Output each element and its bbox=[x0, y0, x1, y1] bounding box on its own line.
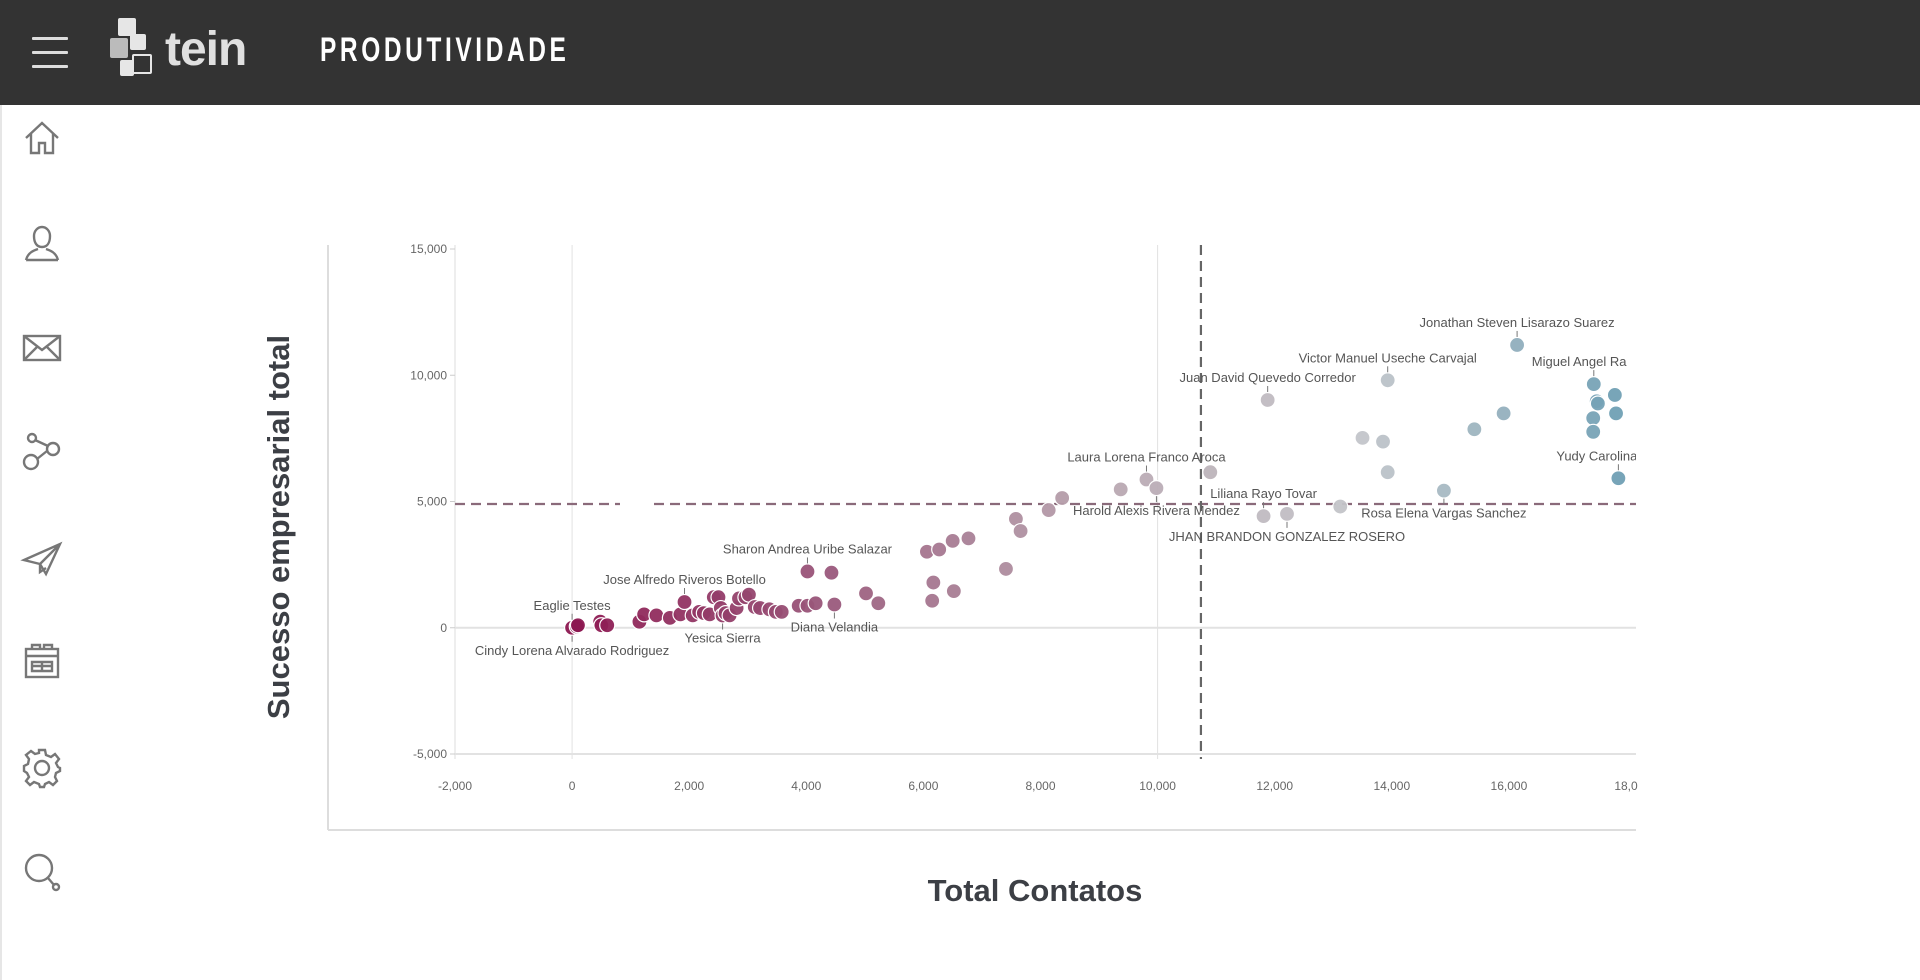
data-point bbox=[1379, 372, 1396, 389]
data-point bbox=[1040, 501, 1057, 519]
x-tick-label: 14,000 bbox=[1373, 779, 1410, 793]
data-point bbox=[1508, 336, 1526, 354]
x-tick-label: 12,000 bbox=[1256, 779, 1293, 793]
x-tick-label: 8,000 bbox=[1025, 779, 1055, 793]
share-nodes-icon[interactable] bbox=[20, 430, 64, 474]
data-point bbox=[1585, 375, 1602, 393]
x-tick-label: 4,000 bbox=[791, 779, 821, 793]
x-tick-label: -2,000 bbox=[438, 779, 472, 793]
data-point bbox=[1495, 405, 1512, 422]
data-point bbox=[924, 592, 941, 609]
gear-icon[interactable] bbox=[20, 746, 64, 790]
data-point bbox=[1259, 391, 1276, 409]
top-bar: tein PRODUTIVIDADE bbox=[0, 0, 1920, 105]
point-label: Sharon Andrea Uribe Salazar bbox=[723, 541, 893, 556]
data-point bbox=[823, 564, 840, 581]
point-label: Miguel Angel Ra bbox=[1532, 354, 1627, 369]
point-label: Juan David Quevedo Corredor bbox=[1180, 370, 1357, 385]
paper-plane-icon[interactable] bbox=[20, 536, 64, 580]
logo-text: tein bbox=[165, 23, 247, 76]
data-point bbox=[1607, 405, 1625, 422]
data-point bbox=[676, 593, 693, 611]
data-point bbox=[1466, 421, 1483, 438]
data-point bbox=[648, 607, 665, 624]
data-point bbox=[1610, 470, 1627, 487]
point-label: Eaglie Testes bbox=[534, 598, 612, 613]
data-point bbox=[870, 595, 887, 612]
data-point bbox=[960, 530, 977, 547]
data-point bbox=[1374, 433, 1392, 450]
x-axis-title: Total Contatos bbox=[927, 873, 1143, 908]
data-point bbox=[945, 583, 962, 600]
x-tick-label: 6,000 bbox=[908, 779, 938, 793]
x-tick-label: 0 bbox=[569, 779, 576, 793]
sidebar bbox=[0, 105, 6, 980]
y-axis-title: Sucesso empresarial total bbox=[261, 334, 296, 720]
point-label: Jonathan Steven Lisarazo Suarez bbox=[1420, 315, 1615, 330]
data-point bbox=[826, 596, 843, 613]
point-label: Cindy Lorena Alvarado Rodriguez bbox=[475, 643, 669, 658]
y-tick-label: 5,000 bbox=[417, 495, 447, 509]
point-label: Laura Lorena Franco Aroca bbox=[1067, 450, 1226, 465]
data-point bbox=[857, 585, 875, 602]
data-point bbox=[925, 574, 942, 591]
y-tick-label: 0 bbox=[440, 621, 447, 635]
points-layer bbox=[563, 336, 1627, 636]
data-point bbox=[1332, 498, 1349, 515]
x-tick-label: 2,000 bbox=[674, 779, 704, 793]
envelope-icon[interactable] bbox=[20, 326, 64, 370]
data-point bbox=[1354, 429, 1371, 446]
page-title: PRODUTIVIDADE bbox=[320, 31, 570, 69]
point-label: JHAN BRANDON GONZALEZ ROSERO bbox=[1169, 529, 1405, 544]
logo: tein bbox=[108, 16, 258, 80]
data-point bbox=[599, 617, 616, 634]
data-point bbox=[1585, 410, 1602, 427]
data-point bbox=[1202, 464, 1219, 481]
point-label: Yudy Carolina A bbox=[1556, 448, 1649, 463]
point-label: Diana Velandia bbox=[791, 620, 879, 635]
data-point bbox=[1606, 386, 1623, 404]
home-icon[interactable] bbox=[20, 116, 64, 160]
x-tick-label: 10,000 bbox=[1139, 779, 1176, 793]
point-label: Rosa Elena Vargas Sanchez bbox=[1361, 506, 1526, 521]
x-tick-label: 18,0 bbox=[1614, 779, 1638, 793]
point-label: Victor Manuel Useche Carvajal bbox=[1299, 350, 1477, 365]
data-point bbox=[1012, 522, 1029, 540]
data-point bbox=[1148, 480, 1165, 497]
data-point bbox=[1054, 489, 1071, 507]
calendar-icon[interactable] bbox=[20, 640, 64, 684]
point-label: Jose Alfredo Riveros Botello bbox=[603, 572, 766, 587]
data-point bbox=[1379, 464, 1396, 481]
data-point bbox=[931, 541, 948, 558]
data-point bbox=[569, 617, 587, 634]
data-point bbox=[1278, 505, 1296, 522]
data-point bbox=[997, 560, 1015, 578]
data-point bbox=[944, 532, 961, 549]
point-label: Yesica Sierra bbox=[685, 631, 762, 646]
point-label: Harold Alexis Rivera Mendez bbox=[1073, 503, 1240, 518]
data-point bbox=[1112, 481, 1129, 498]
data-point bbox=[807, 595, 824, 612]
data-point bbox=[1589, 395, 1606, 412]
y-tick-label: 10,000 bbox=[410, 368, 447, 382]
data-point bbox=[1585, 423, 1602, 440]
data-point bbox=[773, 603, 790, 620]
search-icon[interactable] bbox=[20, 850, 64, 894]
data-point bbox=[1435, 482, 1453, 499]
hamburger-menu-icon[interactable] bbox=[30, 34, 70, 70]
y-tick-label: -5,000 bbox=[413, 747, 447, 761]
data-point bbox=[1255, 508, 1272, 525]
y-tick-label: 15,000 bbox=[410, 242, 447, 256]
user-icon[interactable] bbox=[20, 220, 64, 264]
point-label: Liliana Rayo Tovar bbox=[1210, 486, 1317, 501]
x-tick-label: 16,000 bbox=[1491, 779, 1528, 793]
data-point bbox=[799, 563, 816, 580]
labels-layer: Jonathan Steven Lisarazo Suarez Victor Ma… bbox=[475, 315, 1649, 658]
